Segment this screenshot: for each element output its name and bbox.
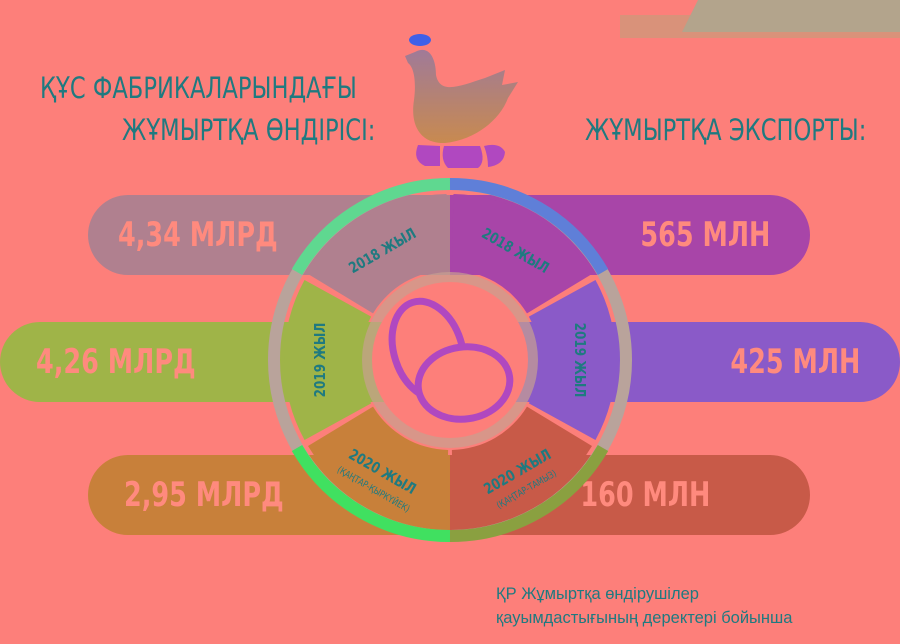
export-2018-sector xyxy=(451,194,592,314)
production-2018-sector xyxy=(308,194,449,314)
production-2019-value: 4,26 МЛРД xyxy=(36,342,196,382)
production-title-line2: ЖҰМЫРТҚА ӨНДІРІСІ: xyxy=(122,113,376,147)
export-2019-value: 425 МЛН xyxy=(729,342,860,382)
ring-arc-bottom-right xyxy=(449,444,609,543)
production-2018-value: 4,34 МЛРД xyxy=(118,215,278,255)
hen-icon xyxy=(405,34,518,168)
production-2019-sector xyxy=(283,280,372,440)
export-title: ЖҰМЫРТҚА ЭКСПОРТЫ: xyxy=(585,113,867,147)
production-title-line1: ҚҰС ФАБРИКАЛАРЫНДАҒЫ xyxy=(40,71,357,105)
export-2020-sector xyxy=(451,406,592,526)
export-2019-year: 2019 ЖЫЛ xyxy=(571,323,589,398)
export-2019-sector xyxy=(528,280,616,440)
source-line2: қауымдастығының деректері бойынша xyxy=(496,609,793,627)
corner-decoration xyxy=(620,0,900,38)
ring-arc-bottom-left xyxy=(291,444,451,543)
production-2019-year: 2019 ЖЫЛ xyxy=(312,323,330,398)
eggs-icon xyxy=(388,297,514,423)
source-note: ҚР Жұмыртқа өндірушілер қауымдастығының … xyxy=(496,582,792,630)
export-2018-value: 565 МЛН xyxy=(639,215,770,255)
ring-arc-top-right xyxy=(449,177,609,276)
export-2020-value: 160 МЛН xyxy=(579,475,710,515)
source-line1: ҚР Жұмыртқа өндірушілер xyxy=(496,585,699,603)
production-2020-sector xyxy=(308,406,449,526)
production-2020-value: 2,95 МЛРД xyxy=(124,475,284,515)
ring-arc-top-left xyxy=(291,177,451,276)
